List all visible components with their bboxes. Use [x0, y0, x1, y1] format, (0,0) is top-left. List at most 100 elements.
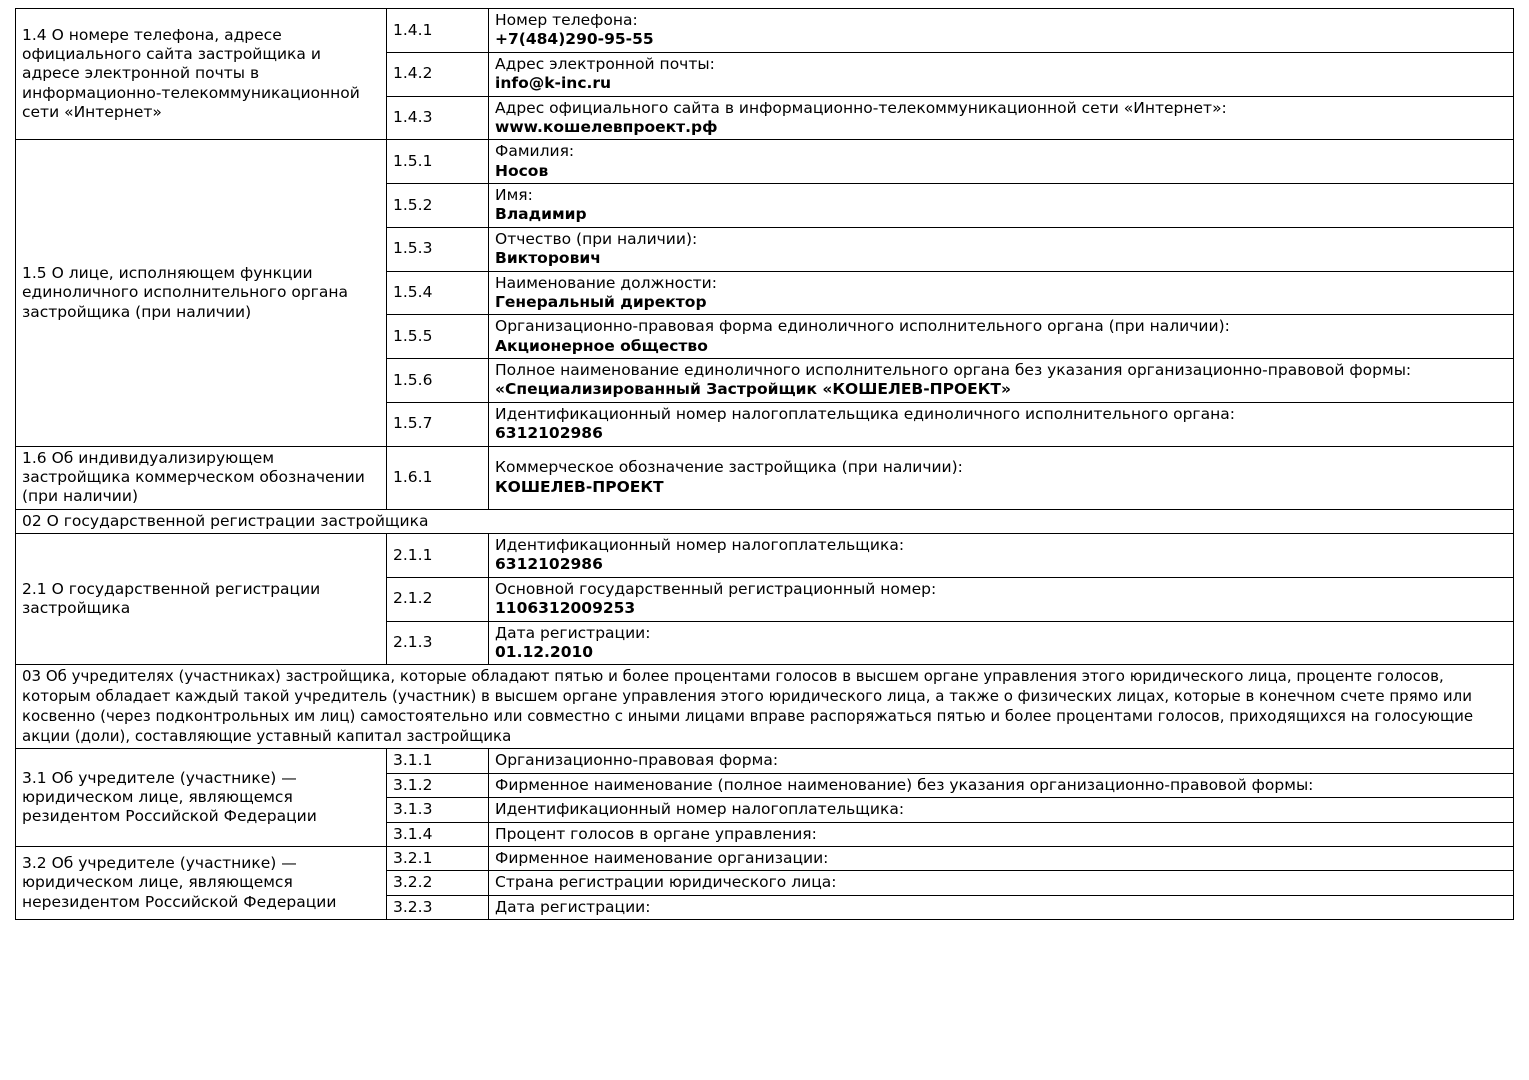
- row-content-2-1-1: Идентификационный номер налогоплательщик…: [488, 533, 1514, 578]
- row-content-1-4-1: Номер телефона: +7(484)290-95-55: [488, 8, 1514, 53]
- field-value: 6312102986: [495, 555, 603, 574]
- field-label: Организационно-правовая форма единолично…: [495, 317, 1230, 336]
- field-label: Дата регистрации:: [495, 623, 651, 642]
- row-index-3-1-2: 3.1.2: [386, 772, 489, 799]
- field-label: Адрес официального сайта в информационно…: [495, 98, 1227, 117]
- row-index-3-1-1: 3.1.1: [386, 748, 489, 774]
- field-label: Наименование должности:: [495, 273, 717, 292]
- row-content-1-5-6: Полное наименование единоличного исполни…: [488, 358, 1514, 403]
- row-index-1-5-1: 1.5.1: [386, 139, 489, 184]
- field-label: Идентификационный номер налогоплательщик…: [495, 800, 905, 819]
- field-value: Носов: [495, 161, 549, 180]
- section-header-02: 02 О государственной регистрации застрой…: [15, 508, 1514, 535]
- table-row: 2.1.2 Основной государственный регистрац…: [16, 576, 1514, 622]
- section-label-text: 3.1 Об учредителе (участнике) — юридичес…: [22, 768, 317, 826]
- field-label: Фамилия:: [495, 142, 575, 161]
- row-content-3-1-3: Идентификационный номер налогоплательщик…: [488, 797, 1514, 823]
- row-content-1-5-4: Наименование должности: Генеральный дире…: [488, 270, 1514, 316]
- row-index-2-1-2: 2.1.2: [386, 576, 489, 622]
- section-header-row-03: 03 Об учредителях (участниках) застройщи…: [15, 664, 1514, 750]
- row-index-1-5-2: 1.5.2: [386, 183, 489, 228]
- field-value: Владимир: [495, 205, 587, 224]
- field-value: 6312102986: [495, 424, 603, 443]
- table-row: 3.1 Об учредителе (участнике) — юридичес…: [15, 748, 1514, 847]
- row-content-2-1-2: Основной государственный регистрационный…: [488, 576, 1514, 622]
- table-row: 3.2 Об учредителе (участнике) — юридичес…: [15, 845, 1514, 921]
- field-value: Акционерное общество: [495, 336, 708, 355]
- field-label: Адрес электронной почты:: [495, 54, 715, 73]
- section-header-text: 02 О государственной регистрации застрой…: [22, 511, 429, 530]
- field-label: Фирменное наименование (полное наименова…: [495, 775, 1314, 794]
- row-index-1-6-1: 1.6.1: [386, 445, 489, 510]
- section-header-row-02: 02 О государственной регистрации застрой…: [15, 508, 1514, 535]
- row-index-1-4-2: 1.4.2: [386, 51, 489, 97]
- field-value: Викторович: [495, 249, 601, 268]
- row-content-3-2-2: Страна регистрации юридического лица:: [488, 870, 1514, 896]
- section-label-text: 1.4 О номере телефона, адресе официально…: [22, 25, 360, 122]
- field-label: Основной государственный регистрационный…: [495, 579, 937, 598]
- field-value: КОШЕЛЕВ-ПРОЕКТ: [495, 477, 664, 496]
- section-label-2-1: 2.1 О государственной регистрации застро…: [15, 532, 387, 666]
- section-label-text: 2.1 О государственной регистрации застро…: [22, 579, 321, 618]
- section-header-text: 03 Об учредителях (участниках) застройщи…: [22, 667, 1474, 745]
- field-label: Имя:: [495, 186, 533, 204]
- table-row: 3.2.2 Страна регистрации юридического ли…: [16, 870, 1514, 896]
- field-value: «Специализированный Застройщик «КОШЕЛЕВ-…: [495, 380, 1012, 399]
- table-row: 3.1.3 Идентификационный номер налогоплат…: [16, 797, 1514, 823]
- field-label: Отчество (при наличии):: [495, 229, 698, 248]
- row-index-1-5-6: 1.5.6: [386, 358, 489, 403]
- section-label-3-1: 3.1 Об учредителе (участнике) — юридичес…: [15, 748, 387, 847]
- field-label: Номер телефона:: [495, 11, 638, 29]
- field-label: Идентификационный номер налогоплательщик…: [495, 404, 1235, 423]
- row-index-1-5-5: 1.5.5: [386, 314, 489, 359]
- section-header-03: 03 Об учредителях (участниках) застройщи…: [15, 664, 1514, 750]
- field-value: www.кошелевпроект.рф: [495, 117, 718, 136]
- row-index-2-1-1: 2.1.1: [386, 533, 489, 578]
- field-value: 01.12.2010: [495, 642, 594, 661]
- row-index-3-2-2: 3.2.2: [386, 870, 489, 896]
- field-value: 1106312009253: [495, 599, 636, 618]
- developer-information-table: 1.4 О номере телефона, адресе официально…: [15, 7, 1514, 921]
- row-content-3-1-4: Процент голосов в органе управления:: [488, 821, 1514, 847]
- row-content-2-1-3: Дата регистрации: 01.12.2010: [488, 620, 1514, 666]
- section-label-1-6: 1.6 Об индивидуализирующем застройщика к…: [15, 445, 387, 510]
- section-label-3-2: 3.2 Об учредителе (участнике) — юридичес…: [15, 845, 387, 921]
- section-label-text: 1.6 Об индивидуализирующем застройщика к…: [22, 448, 365, 506]
- table-row: 3.1.4 Процент голосов в органе управлени…: [16, 821, 1514, 847]
- row-content-3-1-2: Фирменное наименование (полное наименова…: [488, 772, 1514, 799]
- row-index-3-2-3: 3.2.3: [386, 894, 489, 921]
- table-row: 1.4.2 Адрес электронной почты: info@k-in…: [16, 51, 1514, 97]
- field-value: +7(484)290-95-55: [495, 30, 654, 49]
- field-label: Фирменное наименование организации:: [495, 848, 829, 867]
- row-index-3-1-3: 3.1.3: [386, 797, 489, 823]
- section-label-1-4: 1.4 О номере телефона, адресе официально…: [15, 7, 387, 141]
- table-row: 1.5.3 Отчество (при наличии): Викторович: [16, 226, 1514, 272]
- field-label: Коммерческое обозначение застройщика (пр…: [495, 458, 963, 477]
- row-content-1-4-2: Адрес электронной почты: info@k-inc.ru: [488, 51, 1514, 97]
- section-label-text: 3.2 Об учредителе (участнике) — юридичес…: [22, 853, 337, 911]
- table-row: 1.4.3 Адрес официального сайта в информа…: [16, 95, 1514, 141]
- table-row: 1.5.7 Идентификационный номер налогоплат…: [16, 401, 1514, 447]
- table-row: 3.2.3 Дата регистрации:: [16, 894, 1514, 921]
- section-label-1-5: 1.5 О лице, исполняющем функции единолич…: [15, 139, 387, 447]
- row-content-1-5-7: Идентификационный номер налогоплательщик…: [488, 401, 1514, 447]
- field-label: Дата регистрации:: [495, 897, 651, 916]
- table-row: 2.1 О государственной регистрации застро…: [15, 532, 1514, 666]
- row-content-1-5-5: Организационно-правовая форма единолично…: [488, 314, 1514, 359]
- row-content-3-2-3: Дата регистрации:: [488, 894, 1514, 921]
- row-content-1-5-3: Отчество (при наличии): Викторович: [488, 226, 1514, 272]
- table-row: 1.5 О лице, исполняющем функции единолич…: [15, 139, 1514, 447]
- table-row: 1.5.6 Полное наименование единоличного и…: [16, 358, 1514, 403]
- field-label: Организационно-правовая форма:: [495, 751, 779, 770]
- row-index-1-5-3: 1.5.3: [386, 226, 489, 272]
- field-value: Генеральный директор: [495, 292, 707, 311]
- row-index-3-1-4: 3.1.4: [386, 821, 489, 847]
- table-row: 1.5.4 Наименование должности: Генеральны…: [16, 270, 1514, 316]
- row-index-1-5-7: 1.5.7: [386, 401, 489, 447]
- row-content-1-4-3: Адрес официального сайта в информационно…: [488, 95, 1514, 141]
- table-row: 1.5.2 Имя: Владимир: [16, 183, 1514, 228]
- field-label: Полное наименование единоличного исполни…: [495, 361, 1412, 379]
- row-index-1-4-1: 1.4.1: [386, 8, 489, 53]
- table-row: 1.6 Об индивидуализирующем застройщика к…: [15, 445, 1514, 510]
